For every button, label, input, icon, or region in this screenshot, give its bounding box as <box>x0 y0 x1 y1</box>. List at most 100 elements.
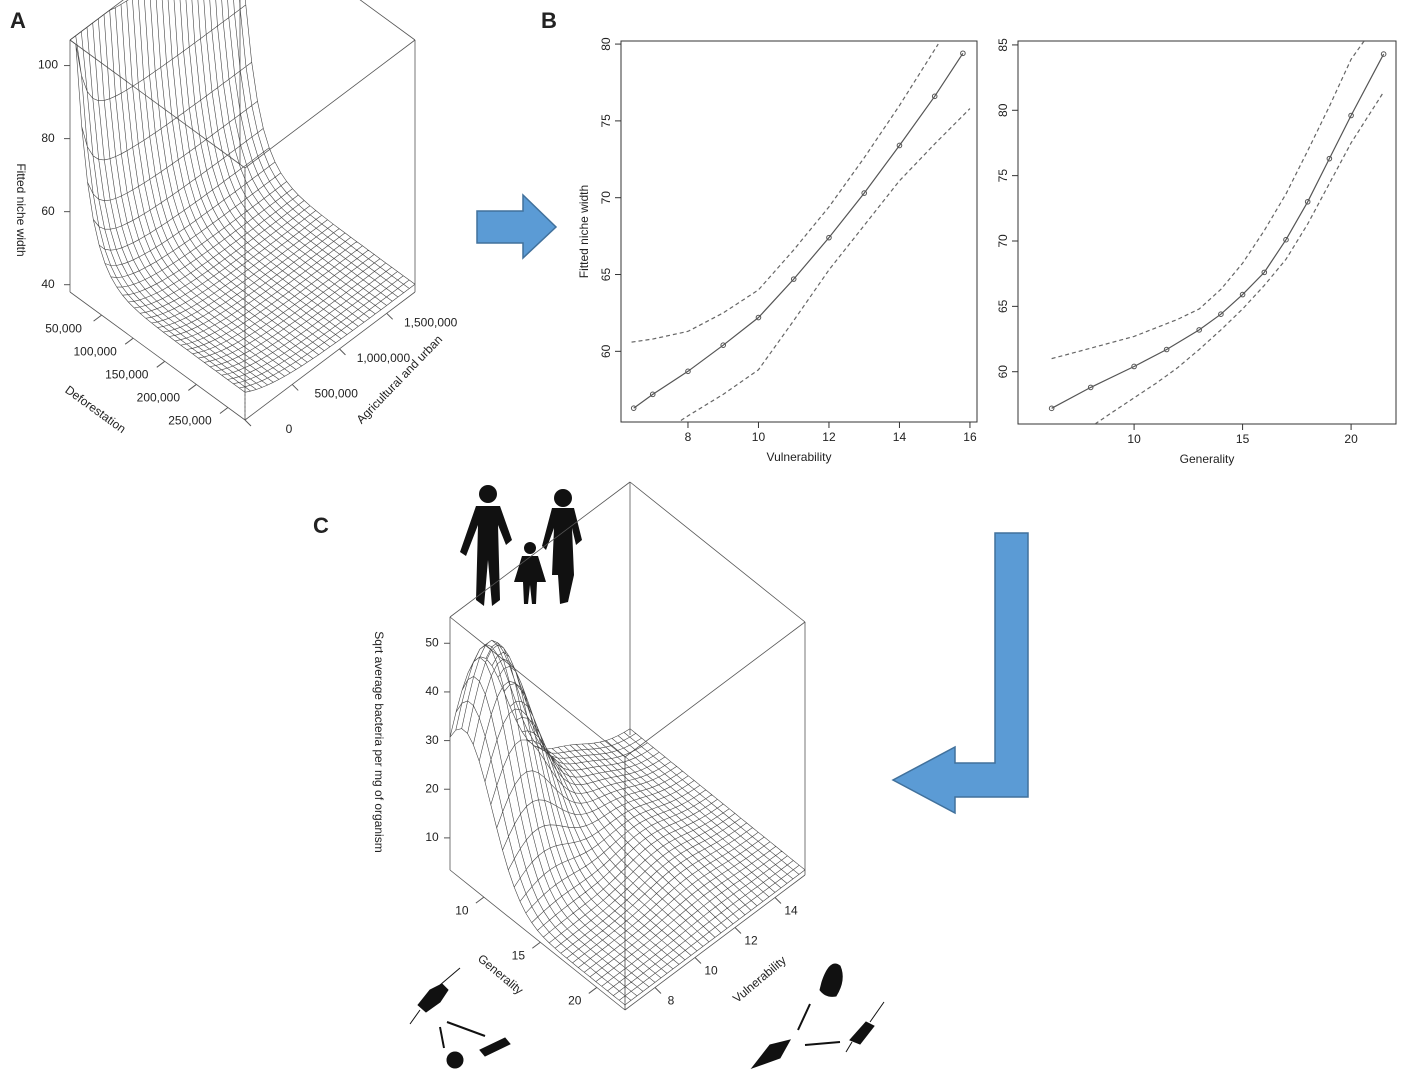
x-axis-label: Generality <box>1180 452 1235 466</box>
y-tick <box>734 927 742 934</box>
z-tick-label: 30 <box>425 733 439 747</box>
z-tick-label: 50 <box>425 635 439 649</box>
box-edge <box>449 869 626 1011</box>
point <box>960 50 966 57</box>
point <box>755 314 762 321</box>
point <box>1048 405 1055 412</box>
y-tick-label: 8 <box>668 994 675 1008</box>
line <box>1051 53 1385 409</box>
point <box>1326 155 1333 162</box>
point <box>685 368 691 375</box>
panel-label: B <box>541 8 557 33</box>
point <box>1087 384 1094 391</box>
point <box>1163 346 1170 353</box>
y-tick <box>774 897 782 904</box>
y-tick-label: 65 <box>599 268 613 282</box>
x-tick-label: 15 <box>512 948 526 962</box>
box-edge <box>69 291 246 421</box>
line <box>1094 91 1385 424</box>
point <box>931 93 938 100</box>
z-tick-label: 100 <box>38 58 58 72</box>
z-tick-label: 40 <box>425 684 439 698</box>
panel-label: C <box>313 513 329 538</box>
box-edge <box>69 39 246 169</box>
point <box>1239 291 1246 298</box>
y-tick-label: 60 <box>996 365 1010 379</box>
x-tick <box>475 896 485 904</box>
x-tick <box>156 360 166 368</box>
y-tick-label: 85 <box>996 38 1010 52</box>
point <box>630 405 637 411</box>
y-tick-label: 14 <box>784 904 798 918</box>
x-tick-label: 10 <box>1127 432 1141 446</box>
y-tick-label: 70 <box>996 234 1010 248</box>
y-tick <box>244 419 252 427</box>
point <box>861 190 868 196</box>
box-edge <box>69 0 124 41</box>
y-tick-label: 65 <box>996 299 1010 313</box>
y-axis-label: Fitted niche width <box>577 185 591 278</box>
x-tick <box>219 407 229 414</box>
box-edge <box>359 0 416 41</box>
y-tick-label: 0 <box>286 422 293 436</box>
y-tick-label: 75 <box>599 114 613 128</box>
z-tick-label: 60 <box>41 204 55 218</box>
arrow <box>891 532 1029 815</box>
x-tick-label: 20 <box>568 994 582 1008</box>
point <box>1348 112 1354 119</box>
x-tick-label: 250,000 <box>168 414 212 428</box>
plot-frame <box>620 40 978 423</box>
x-axis-label: Deforestation <box>63 383 129 436</box>
x-tick-label: 15 <box>1236 432 1250 446</box>
x-tick-label: 150,000 <box>105 367 149 381</box>
surface-mesh <box>69 0 416 393</box>
box-edge <box>244 39 416 169</box>
box-edge <box>449 481 631 618</box>
series-group <box>630 43 971 421</box>
point <box>720 342 727 348</box>
box-edge <box>629 481 806 623</box>
point <box>1218 311 1224 317</box>
line <box>631 43 939 343</box>
point <box>896 142 903 149</box>
z-axis-label: Fitted niche width <box>14 163 28 256</box>
x-tick-label: 20 <box>1344 432 1358 446</box>
box-edge <box>624 874 806 1011</box>
point <box>1131 363 1137 370</box>
y-tick <box>386 312 394 320</box>
x-tick-label: 16 <box>963 430 977 444</box>
z-tick-label: 10 <box>425 830 439 844</box>
z-axis-label: Sqrt average bacteria per mg of organism <box>372 631 386 852</box>
x-tick-label: 50,000 <box>45 321 82 335</box>
y-tick <box>654 987 662 994</box>
point <box>826 234 832 241</box>
surface-mesh <box>449 639 806 1006</box>
point <box>790 276 797 282</box>
y-tick-label: 12 <box>744 934 758 948</box>
x-tick <box>588 987 598 994</box>
x-tick-label: 12 <box>822 430 836 444</box>
y-axis-label: Vulnerability <box>730 953 789 1005</box>
z-tick-label: 20 <box>425 781 439 795</box>
point <box>1196 327 1202 333</box>
point <box>1304 198 1311 205</box>
box-edge <box>624 621 806 758</box>
x-tick-label: 10 <box>455 903 469 917</box>
y-tick-label: 80 <box>996 103 1010 117</box>
x-tick <box>532 941 541 949</box>
y-tick-label: 500,000 <box>315 387 359 401</box>
box-edge <box>449 616 626 758</box>
point <box>1261 269 1268 276</box>
x-tick <box>93 314 102 322</box>
y-tick-label: 70 <box>599 191 613 205</box>
panel-label: A <box>10 8 26 33</box>
y-tick <box>339 348 346 356</box>
line <box>633 52 964 409</box>
z-tick-label: 40 <box>41 277 55 291</box>
x-tick <box>124 337 134 345</box>
y-tick-label: 80 <box>599 37 613 51</box>
y-tick-label: 10 <box>704 964 718 978</box>
y-tick <box>694 957 702 964</box>
point <box>649 391 656 398</box>
